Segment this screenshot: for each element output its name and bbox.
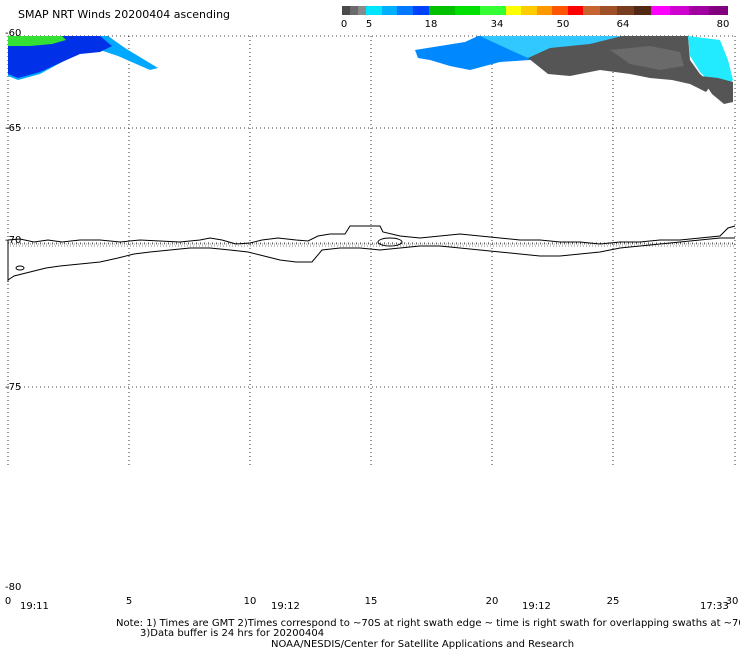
x-tick-label: 30 (726, 596, 739, 607)
y-tick-label: -75 (5, 382, 21, 393)
colorbar-swatch (342, 6, 351, 15)
colorbar-swatch (505, 6, 522, 15)
time-label: 19:11 (20, 601, 49, 612)
note-line-1: Note: 1) Times are GMT 2)Times correspon… (116, 618, 740, 629)
colorbar-tick-label: 64 (616, 19, 630, 30)
colorbar-tick-label: 50 (556, 19, 570, 30)
x-tick-label: 10 (244, 596, 257, 607)
time-label: 19:12 (271, 601, 300, 612)
colorbar-swatch (650, 6, 670, 15)
colorbar-swatch (633, 6, 651, 15)
colorbar-swatch (708, 6, 728, 15)
colorbar-swatch (689, 6, 709, 15)
colorbar-swatch (454, 6, 481, 15)
y-tick-label: -80 (5, 582, 21, 593)
x-tick-label: 0 (5, 596, 11, 607)
y-tick-label: -70 (5, 235, 21, 246)
note-line-2: 3)Data buffer is 24 hrs for 20200404 (140, 628, 325, 639)
map-gridlines (7, 35, 736, 465)
colorbar-swatch (552, 6, 568, 15)
time-label: 19:12 (522, 601, 551, 612)
colorbar-swatch (583, 6, 600, 15)
colorbar-swatch (536, 6, 553, 15)
colorbar-tick-label: 34 (490, 19, 504, 30)
x-tick-label: 20 (486, 596, 499, 607)
x-tick-label: 15 (365, 596, 378, 607)
colorbar-swatch (397, 6, 414, 15)
wind-swath-right (415, 36, 733, 104)
colorbar-swatch (669, 6, 690, 15)
map-title: SMAP NRT Winds 20200404 ascending (18, 8, 231, 21)
colorbar-tick-label: 80 (716, 19, 730, 30)
colorbar-swatch (358, 6, 367, 15)
x-tick-label: 25 (607, 596, 620, 607)
colorbar-swatch (600, 6, 617, 15)
y-tick-label: -60 (5, 28, 21, 39)
colorbar-swatch (381, 6, 398, 15)
colorbar-swatch (480, 6, 506, 15)
x-tick-label: 5 (126, 596, 132, 607)
colorbar-tick-label: 18 (424, 19, 438, 30)
colorbar-swatch (521, 6, 537, 15)
colorbar-swatch (366, 6, 382, 15)
credit-line: NOAA/NESDIS/Center for Satellite Applica… (271, 639, 575, 650)
colorbar-swatch (350, 6, 359, 15)
colorbar-tick-label: 0 (340, 19, 348, 30)
colorbar-tick-label: 5 (365, 19, 373, 30)
colorbar-swatch (616, 6, 634, 15)
colorbar-swatch (413, 6, 429, 15)
time-label: 17:33 (700, 601, 729, 612)
colorbar-swatch (428, 6, 455, 15)
coastline (7, 225, 736, 282)
colorbar-swatch (567, 6, 584, 15)
coastline-hatching (10, 243, 735, 247)
wind-speed-colorbar (342, 6, 728, 15)
wind-swath-left (8, 36, 158, 80)
y-tick-label: -65 (5, 123, 21, 134)
